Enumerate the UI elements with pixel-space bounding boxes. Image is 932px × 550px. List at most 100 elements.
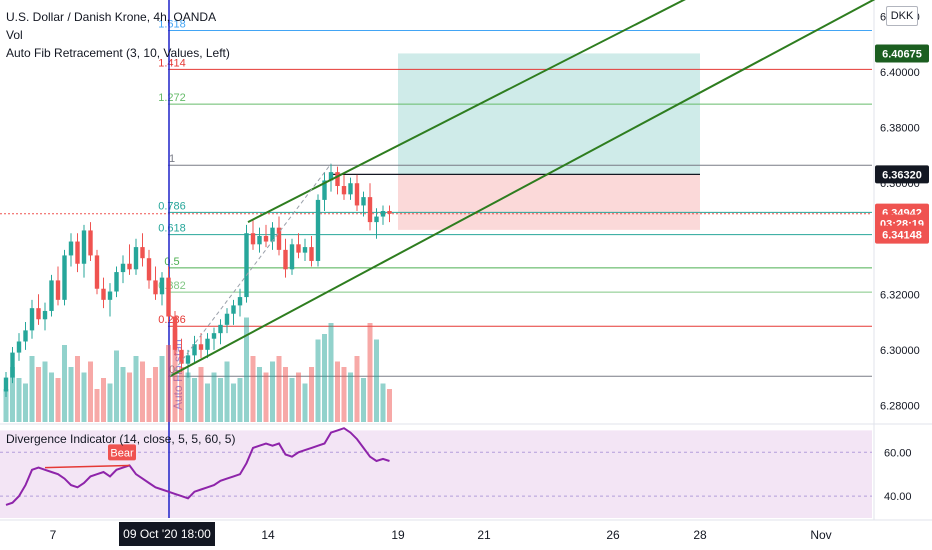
oscillator-line: Bear: [5, 427, 390, 506]
volume-bar: [127, 372, 132, 422]
volume-bar: [10, 367, 15, 422]
volume-bar: [244, 317, 249, 422]
candle-body: [296, 244, 301, 253]
volume-bar: [296, 372, 301, 422]
volume-bars: [3, 317, 392, 422]
volume-bar: [88, 361, 93, 422]
volume-bar: [120, 367, 126, 422]
candle-body: [172, 316, 178, 350]
candle-body: [107, 291, 113, 300]
volume-bar: [302, 383, 308, 422]
candle-body: [179, 349, 184, 364]
candle-body: [29, 308, 35, 331]
volume-bar: [153, 367, 158, 422]
candle-body: [75, 241, 80, 264]
volume-bar: [367, 323, 373, 422]
osc-tick-label: 40.00: [884, 491, 912, 503]
volume-bar: [75, 356, 80, 422]
volume-bar: [192, 378, 197, 422]
candle-body: [120, 263, 126, 273]
volume-bar: [3, 389, 9, 422]
volume-bar: [361, 378, 366, 422]
time-tick-label: Nov: [810, 528, 831, 542]
candle-body: [94, 255, 100, 289]
price-tick-label: 6.38000: [880, 123, 920, 135]
chart-legend: U.S. Dollar / Danish Krone, 4h, OANDA Vo…: [6, 8, 230, 62]
bear-label-bg: [108, 444, 136, 461]
oscillator-panel: [0, 430, 872, 518]
candle-body: [166, 277, 171, 317]
volume-bar: [341, 367, 347, 422]
volume-bar: [42, 361, 48, 422]
volume-bar: [166, 345, 171, 422]
candle-body: [127, 263, 132, 270]
oscillator-band: [0, 430, 872, 518]
volume-bar: [231, 383, 236, 422]
candle-body: [55, 280, 61, 300]
candle-body: [354, 183, 360, 206]
candles[interactable]: [3, 163, 392, 398]
price-label-bg: [875, 44, 929, 63]
candle-body: [270, 227, 275, 242]
volume-bar: [374, 339, 379, 422]
volume-bar: [348, 372, 353, 422]
fib-level-label: 1.618: [158, 19, 186, 31]
volume-bar: [16, 378, 22, 422]
candle-body: [218, 324, 223, 334]
candle-body: [192, 344, 197, 356]
candle-body: [140, 247, 145, 259]
volume-bar: [328, 323, 334, 422]
oscillator-series-line: [5, 427, 390, 506]
candle-body: [231, 305, 236, 314]
currency-badge[interactable]: DKK: [886, 6, 918, 26]
trend-channel[interactable]: [169, 0, 932, 378]
volume-bar: [172, 328, 178, 422]
time-tick-label: 28: [693, 528, 707, 542]
time-tick-label: 19: [391, 528, 405, 542]
price-label-bg: [875, 165, 929, 184]
price-tick-label: 6.32000: [880, 289, 920, 301]
time-tick-label: 21: [477, 528, 491, 542]
volume-bar: [276, 356, 282, 422]
fib-level-label: 0.5: [164, 256, 179, 268]
candle-body: [211, 333, 217, 339]
volume-bar: [62, 345, 67, 422]
volume-bar: [49, 372, 54, 422]
candle-body: [153, 280, 158, 295]
volume-bar: [29, 356, 35, 422]
price-label: 6.34148: [882, 230, 922, 242]
volume-bar: [159, 356, 165, 422]
symbol-title: U.S. Dollar / Danish Krone, 4h, OANDA: [6, 10, 217, 24]
axes: 6.420006.400006.380006.360006.340006.320…: [50, 12, 929, 542]
volume-bar: [322, 334, 327, 422]
fib-level-label: 0.236: [158, 314, 186, 326]
candle-body: [289, 244, 295, 270]
volume-bar: [387, 389, 392, 422]
channel-lower-line: [169, 0, 876, 378]
fib-indicator-label: Auto Fib Retracement (3, 10, Values, Lef…: [6, 46, 230, 60]
fib-level-label: 1.414: [158, 57, 186, 69]
volume-bar: [335, 361, 340, 422]
candle-body: [315, 199, 321, 261]
candle-body: [361, 197, 366, 206]
fib-diagonal-line: [169, 163, 332, 377]
price-tick-label: 6.40000: [880, 67, 920, 79]
volume-bar: [81, 372, 87, 422]
volume-bar: [94, 389, 100, 422]
position-box[interactable]: [330, 53, 700, 230]
candle-body: [36, 308, 41, 320]
candle-body: [23, 330, 28, 342]
volume-bar: [36, 367, 41, 422]
candle-body: [328, 172, 334, 181]
candle-body: [81, 230, 87, 264]
volume-bar: [354, 356, 360, 422]
candle-body: [224, 313, 230, 325]
candle-body: [309, 247, 314, 261]
time-tick-label: 14: [261, 528, 275, 542]
candle-body: [348, 183, 353, 195]
candle-body: [250, 233, 256, 245]
volume-bar: [205, 383, 210, 422]
price-tick-label: 6.28000: [880, 400, 920, 412]
volume-bar: [218, 378, 223, 422]
